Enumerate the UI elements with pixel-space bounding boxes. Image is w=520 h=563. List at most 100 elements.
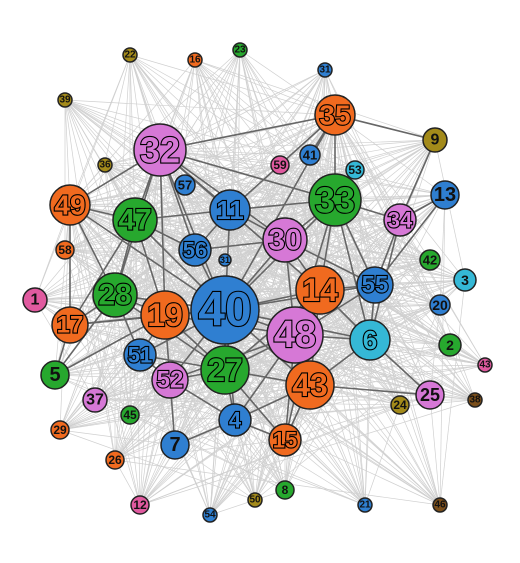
node-43[interactable]: 43 [286, 361, 334, 409]
node-circle[interactable] [431, 181, 459, 209]
node-circle[interactable] [468, 393, 482, 407]
node-56[interactable]: 56 [179, 234, 211, 266]
node-6[interactable]: 6 [350, 320, 390, 360]
node-circle[interactable] [384, 204, 416, 236]
node-51[interactable]: 51 [124, 339, 156, 371]
node-22[interactable]: 22 [123, 48, 137, 62]
node-36[interactable]: 36 [98, 158, 112, 172]
node-39[interactable]: 39 [58, 93, 72, 107]
node-circle[interactable] [430, 295, 450, 315]
node-9[interactable]: 9 [423, 128, 447, 152]
node-circle[interactable] [433, 498, 447, 512]
node-circle[interactable] [113, 198, 157, 242]
node-16[interactable]: 16 [188, 53, 202, 67]
node-7[interactable]: 7 [161, 431, 189, 459]
node-47[interactable]: 47 [113, 198, 157, 242]
node-23[interactable]: 23 [233, 43, 247, 57]
node-circle[interactable] [23, 288, 47, 312]
node-circle[interactable] [269, 424, 301, 456]
node-circle[interactable] [58, 93, 72, 107]
node-circle[interactable] [248, 493, 262, 507]
node-circle[interactable] [131, 496, 149, 514]
node-17[interactable]: 17 [52, 307, 88, 343]
node-54[interactable]: 54 [203, 508, 217, 522]
node-29[interactable]: 29 [51, 421, 69, 439]
node-31b[interactable]: 31 [219, 254, 231, 266]
node-14[interactable]: 14 [296, 266, 344, 314]
node-circle[interactable] [106, 451, 124, 469]
node-circle[interactable] [93, 273, 137, 317]
node-circle[interactable] [358, 498, 372, 512]
node-12[interactable]: 12 [131, 496, 149, 514]
node-45[interactable]: 45 [121, 406, 139, 424]
node-circle[interactable] [315, 95, 355, 135]
node-circle[interactable] [203, 508, 217, 522]
node-circle[interactable] [276, 481, 294, 499]
node-40[interactable]: 40 [191, 276, 259, 344]
node-circle[interactable] [357, 267, 393, 303]
node-circle[interactable] [420, 250, 440, 270]
node-circle[interactable] [83, 388, 107, 412]
node-55[interactable]: 55 [357, 267, 393, 303]
node-circle[interactable] [391, 396, 409, 414]
node-circle[interactable] [267, 307, 323, 363]
node-circle[interactable] [56, 241, 74, 259]
node-circle[interactable] [350, 320, 390, 360]
node-50[interactable]: 50 [248, 493, 262, 507]
node-circle[interactable] [201, 346, 249, 394]
node-58[interactable]: 58 [56, 241, 74, 259]
node-circle[interactable] [309, 174, 361, 226]
node-20[interactable]: 20 [430, 295, 450, 315]
node-24[interactable]: 24 [391, 396, 409, 414]
node-32[interactable]: 32 [134, 124, 186, 176]
node-41[interactable]: 41 [300, 145, 320, 165]
node-circle[interactable] [219, 254, 231, 266]
node-circle[interactable] [179, 234, 211, 266]
node-circle[interactable] [124, 339, 156, 371]
node-circle[interactable] [263, 218, 307, 262]
node-circle[interactable] [286, 361, 334, 409]
node-27[interactable]: 27 [201, 346, 249, 394]
node-circle[interactable] [121, 406, 139, 424]
node-26[interactable]: 26 [106, 451, 124, 469]
node-25[interactable]: 25 [416, 381, 444, 409]
node-48[interactable]: 48 [267, 307, 323, 363]
node-21[interactable]: 21 [358, 498, 372, 512]
node-circle[interactable] [51, 421, 69, 439]
node-circle[interactable] [188, 53, 202, 67]
node-circle[interactable] [318, 63, 332, 77]
node-4[interactable]: 4 [219, 404, 251, 436]
node-49[interactable]: 49 [50, 185, 90, 225]
node-38[interactable]: 38 [468, 393, 482, 407]
node-28[interactable]: 28 [93, 273, 137, 317]
node-circle[interactable] [423, 128, 447, 152]
node-circle[interactable] [50, 185, 90, 225]
node-31[interactable]: 31 [318, 63, 332, 77]
node-19[interactable]: 19 [141, 291, 189, 339]
node-1[interactable]: 1 [23, 288, 47, 312]
node-circle[interactable] [175, 175, 195, 195]
node-circle[interactable] [219, 404, 251, 436]
node-35[interactable]: 35 [315, 95, 355, 135]
node-circle[interactable] [296, 266, 344, 314]
node-circle[interactable] [141, 291, 189, 339]
node-circle[interactable] [416, 381, 444, 409]
node-8[interactable]: 8 [276, 481, 294, 499]
node-15[interactable]: 15 [269, 424, 301, 456]
node-2[interactable]: 2 [439, 334, 461, 356]
node-37[interactable]: 37 [83, 388, 107, 412]
node-43b[interactable]: 43 [478, 358, 492, 372]
node-circle[interactable] [233, 43, 247, 57]
node-34[interactable]: 34 [384, 204, 416, 236]
node-circle[interactable] [454, 269, 476, 291]
node-circle[interactable] [271, 156, 289, 174]
node-circle[interactable] [191, 276, 259, 344]
node-42[interactable]: 42 [420, 250, 440, 270]
node-5[interactable]: 5 [41, 361, 69, 389]
node-circle[interactable] [161, 431, 189, 459]
node-13[interactable]: 13 [431, 181, 459, 209]
node-circle[interactable] [134, 124, 186, 176]
node-11[interactable]: 11 [210, 190, 250, 230]
node-circle[interactable] [123, 48, 137, 62]
node-circle[interactable] [152, 362, 188, 398]
